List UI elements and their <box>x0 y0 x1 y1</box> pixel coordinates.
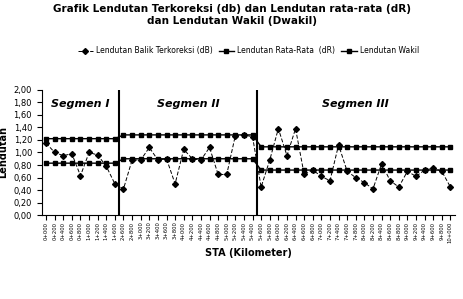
Text: Segmen III: Segmen III <box>322 98 388 109</box>
Text: Segmen II: Segmen II <box>156 98 219 109</box>
Text: Grafik Lendutan Terkoreksi (db) dan Lendutan rata-rata (dR)
dan Lendutan Wakil (: Grafik Lendutan Terkoreksi (db) dan Lend… <box>53 4 410 26</box>
Text: Segmen I: Segmen I <box>51 98 109 109</box>
X-axis label: STA (Kilometer): STA (Kilometer) <box>204 248 291 258</box>
Y-axis label: Lendutan: Lendutan <box>0 126 8 179</box>
Legend: Lendutan Balik Terkoreksi (dB), Lendutan Rata-Rata  (dR), Lendutan Wakil: Lendutan Balik Terkoreksi (dB), Lendutan… <box>75 43 421 58</box>
